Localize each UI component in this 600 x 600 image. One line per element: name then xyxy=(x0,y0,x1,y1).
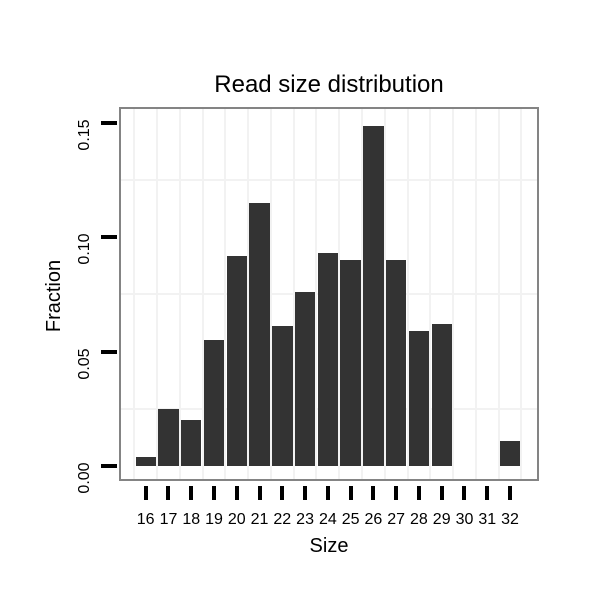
x-tick-label: 24 xyxy=(318,511,337,528)
x-tick-label: 25 xyxy=(341,511,360,528)
x-tick xyxy=(257,486,262,500)
plot-panel xyxy=(119,107,539,481)
x-axis-title: Size xyxy=(309,535,349,557)
x-tick-label: 27 xyxy=(387,511,406,528)
x-tick xyxy=(371,486,376,500)
y-tick xyxy=(101,349,117,354)
x-tick xyxy=(394,486,399,500)
y-tick-label: 0.05 xyxy=(76,347,93,380)
bar-size-23 xyxy=(294,292,316,466)
x-tick xyxy=(416,486,421,500)
x-tick xyxy=(439,486,444,500)
y-tick xyxy=(101,121,117,126)
y-tick xyxy=(101,235,117,240)
y-axis-title: Fraction xyxy=(43,259,65,333)
x-tick xyxy=(462,486,467,500)
x-tick-label: 26 xyxy=(364,511,383,528)
bar-size-21 xyxy=(249,203,270,466)
x-tick xyxy=(234,486,239,500)
bar-size-22 xyxy=(272,326,293,466)
x-tick xyxy=(303,486,308,500)
bar-size-17 xyxy=(158,408,179,466)
y-tick-label: 0.15 xyxy=(76,119,93,151)
chart-title: Read size distribution xyxy=(214,71,444,98)
bar-size-25 xyxy=(340,260,361,466)
x-tick-label: 16 xyxy=(136,511,155,528)
x-tick-label: 20 xyxy=(227,511,246,528)
x-tick-label: 23 xyxy=(296,511,314,528)
bar-size-28 xyxy=(408,331,430,466)
x-tick xyxy=(348,486,353,500)
bar-size-24 xyxy=(317,253,339,466)
y-tick-label: 0.00 xyxy=(76,462,93,494)
bar-size-32 xyxy=(499,440,521,466)
x-tick xyxy=(280,486,285,500)
bar-size-27 xyxy=(385,260,407,466)
y-tick xyxy=(101,463,117,468)
x-tick-label: 28 xyxy=(410,511,428,528)
x-tick-label: 29 xyxy=(432,511,451,528)
x-tick xyxy=(508,486,513,500)
bar-size-19 xyxy=(203,340,225,466)
x-tick xyxy=(143,486,148,500)
x-tick-label: 31 xyxy=(478,511,497,528)
x-tick xyxy=(325,486,330,500)
bar-size-20 xyxy=(226,255,247,466)
x-tick xyxy=(212,486,216,500)
y-tick-label: 0.10 xyxy=(76,233,93,265)
bar-size-18 xyxy=(181,420,202,466)
x-tick-label: 21 xyxy=(250,511,269,528)
x-tick-label: 17 xyxy=(159,511,178,528)
x-tick-label: 22 xyxy=(273,511,292,528)
x-tick xyxy=(166,486,171,500)
horizontal-gridline xyxy=(121,179,537,182)
x-tick-label: 32 xyxy=(501,511,519,528)
x-tick xyxy=(189,486,194,500)
x-tick-label: 18 xyxy=(182,511,201,528)
bar-size-16 xyxy=(135,456,156,466)
x-tick-label: 30 xyxy=(455,511,474,528)
bar-size-26 xyxy=(363,125,384,466)
plot-area xyxy=(121,109,537,479)
x-tick-label: 19 xyxy=(205,511,223,528)
bar-size-29 xyxy=(431,324,452,466)
x-tick xyxy=(485,486,490,500)
